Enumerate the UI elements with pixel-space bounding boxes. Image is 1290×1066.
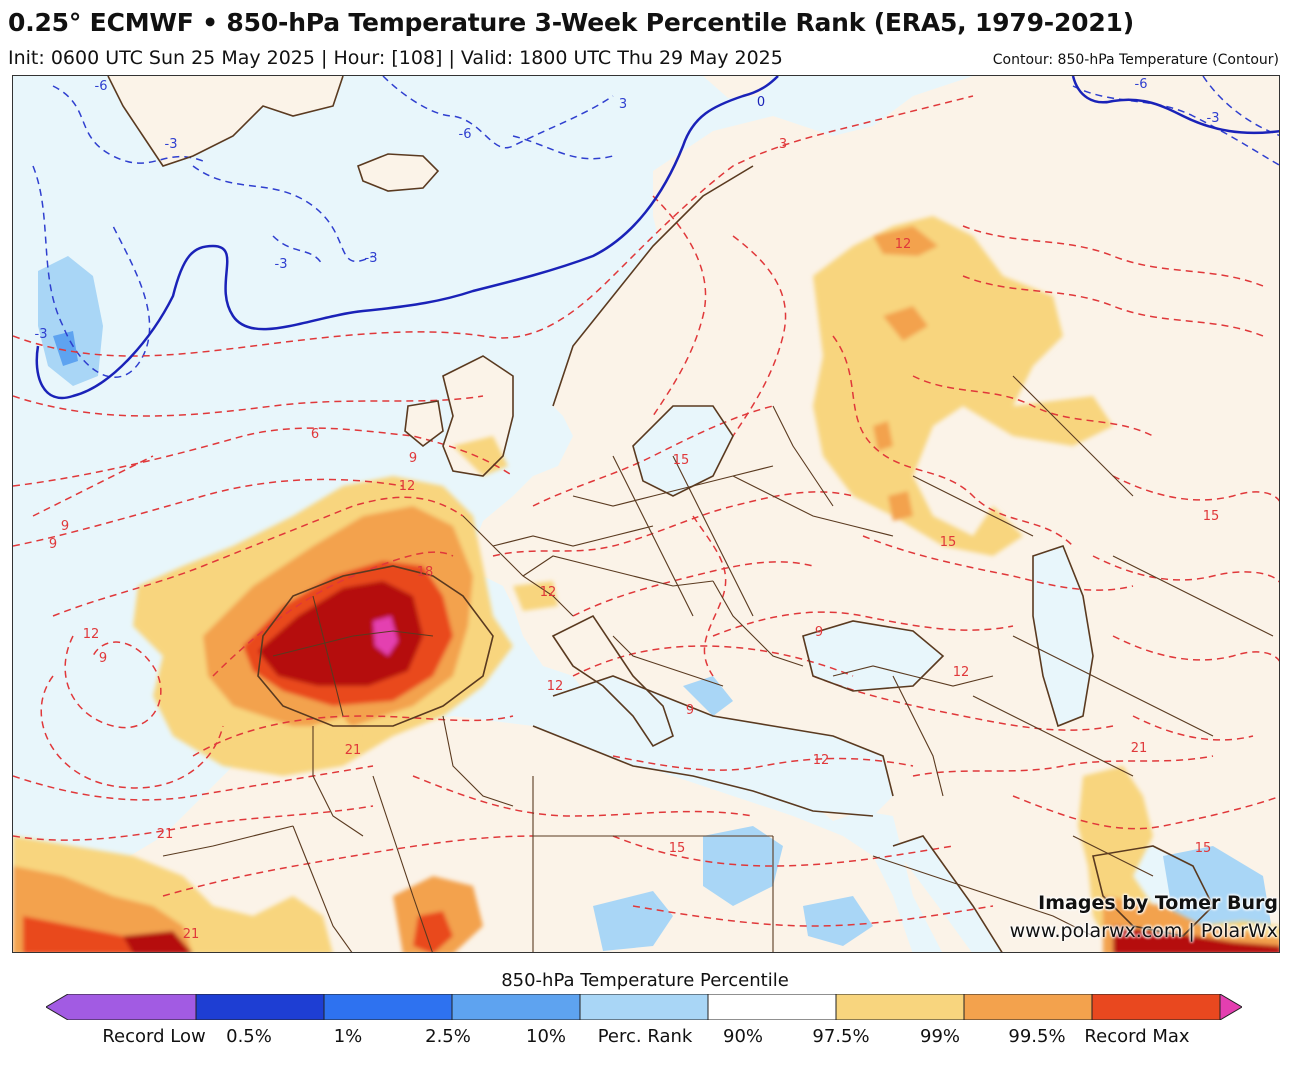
colorbar-segment [579, 993, 709, 1021]
contour-label: -6 [1135, 77, 1148, 92]
country-borders [162, 375, 1274, 952]
contour-label: 12 [83, 627, 100, 642]
contour-label: 15 [1203, 509, 1220, 524]
contour-label: 12 [540, 585, 557, 600]
contour-label: 21 [345, 743, 362, 758]
colorbar-segment [451, 993, 581, 1021]
colorbar-label: 1% [333, 1026, 363, 1047]
colorbar-segment [1091, 993, 1221, 1021]
contour-label: 12 [895, 237, 912, 252]
contour-note: Contour: 850-hPa Temperature (Contour) [992, 52, 1279, 68]
credit-website: www.polarwx.com | PolarWx [1009, 920, 1278, 942]
zero-isotherm-east [1071, 76, 1279, 135]
contour-label: 9 [99, 651, 107, 666]
contour-label: -3 [275, 257, 288, 272]
contour-label: 9 [686, 703, 694, 718]
temperature-contours [13, 76, 1279, 927]
contour-label: 21 [1131, 741, 1148, 756]
contour-label: -3 [1207, 111, 1220, 126]
contour-label: -6 [95, 79, 108, 94]
contour-label: 3 [619, 97, 627, 112]
colorbar-label: 10% [525, 1026, 567, 1047]
percentile-colorbar [45, 993, 1243, 1024]
zero-isotherm [35, 76, 779, 400]
contour-label: 3 [779, 137, 787, 152]
colorbar-label: 97.5% [812, 1026, 870, 1047]
contour-label: 9 [61, 519, 69, 534]
contour-label: 12 [399, 479, 416, 494]
russia-warm-anomaly [813, 216, 1113, 556]
arabia-warm-anomaly [1078, 766, 1279, 952]
inland-seas [533, 406, 1213, 952]
colorbar-segment [323, 993, 453, 1021]
contour-label: 21 [157, 827, 174, 842]
colorbar-segment [835, 993, 965, 1021]
legend-title: 850-hPa Temperature Percentile [501, 970, 789, 991]
contour-label: 0 [757, 95, 765, 110]
contour-label: -3 [165, 137, 178, 152]
colorbar-segment [963, 993, 1093, 1021]
colorbar-label: 99% [919, 1026, 961, 1047]
contour-label: -3 [365, 251, 378, 266]
contour-label: 15 [1195, 841, 1212, 856]
sahara-warm-anomaly [13, 436, 558, 952]
colorbar-segment [195, 993, 325, 1021]
map-canvas: -6 -3 -6 -3 -3 -3 0 3 -6 -3 3 6 9 9 9 12… [13, 76, 1279, 952]
colorbar-segment-record-low [45, 993, 197, 1021]
colorbar-label: 99.5% [1008, 1026, 1066, 1047]
colorbar-label: 0.5% [226, 1026, 272, 1047]
contour-label: 21 [183, 927, 200, 942]
colorbar-label: Record Max [1084, 1026, 1190, 1047]
contour-label: 15 [673, 453, 690, 468]
contour-label: 12 [953, 665, 970, 680]
colorbar-segment-record-max [1219, 993, 1243, 1021]
contour-label: -6 [459, 127, 472, 142]
colorbar-label: 90% [722, 1026, 764, 1047]
coastlines [107, 76, 1214, 952]
contour-label: 12 [813, 753, 830, 768]
contour-label: 15 [669, 841, 686, 856]
contour-label: 6 [311, 427, 319, 442]
colorbar-segment [707, 993, 837, 1021]
contour-label: 9 [409, 451, 417, 466]
map-panel[interactable]: -6 -3 -6 -3 -3 -3 0 3 -6 -3 3 6 9 9 9 12… [12, 75, 1280, 953]
credit-author: Images by Tomer Burg [1038, 892, 1278, 914]
colorbar-label: Perc. Rank [597, 1026, 693, 1047]
contour-label: 18 [417, 565, 434, 580]
colorbar-label: 2.5% [425, 1026, 471, 1047]
contour-labels: -6 -3 -6 -3 -3 -3 0 3 -6 -3 3 6 9 9 9 12… [35, 77, 1220, 942]
contour-label: 9 [49, 537, 57, 552]
chart-title: 0.25° ECMWF • 850-hPa Temperature 3-Week… [8, 8, 1134, 37]
contour-label: 12 [547, 679, 564, 694]
contour-label: 15 [940, 535, 957, 550]
contour-label: 9 [815, 625, 823, 640]
iberia-heat-plume [133, 476, 513, 776]
run-info-subtitle: Init: 0600 UTC Sun 25 May 2025 | Hour: [… [8, 47, 783, 69]
colorbar-graphic [45, 993, 1243, 1021]
colorbar-label: Record Low [102, 1026, 206, 1047]
contour-label: -3 [35, 327, 48, 342]
